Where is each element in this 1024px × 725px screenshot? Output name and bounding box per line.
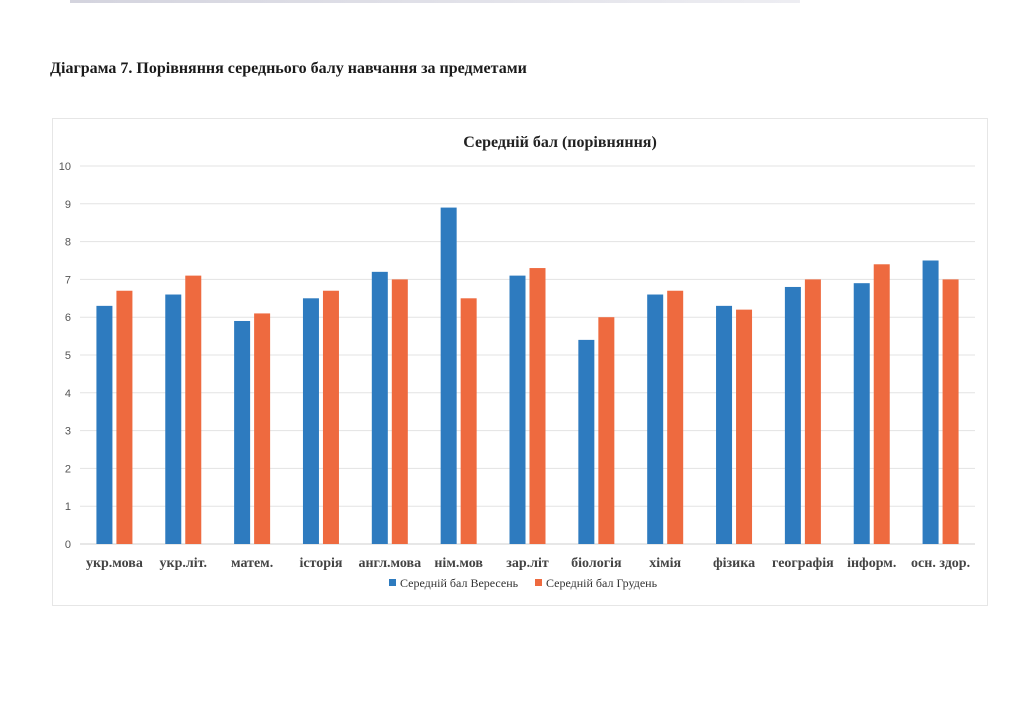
bar-december xyxy=(116,290,133,544)
bar-september xyxy=(234,320,251,544)
y-tick-label: 3 xyxy=(65,426,71,438)
x-tick-label: біологія xyxy=(571,556,622,571)
bar-september xyxy=(784,286,801,544)
y-tick-label: 1 xyxy=(65,501,71,513)
grid-layer xyxy=(80,165,975,545)
document-title: Діаграма 7. Порівняння середнього балу н… xyxy=(50,60,527,77)
bar-september xyxy=(578,339,595,544)
y-tick-label: 5 xyxy=(65,350,71,362)
bar-september xyxy=(440,207,457,544)
bar-september xyxy=(853,283,870,544)
x-tick-label: англ.мова xyxy=(358,556,421,571)
x-tick-label: фізика xyxy=(713,556,755,571)
bar-september xyxy=(922,260,939,544)
x-tick-label: історія xyxy=(299,556,342,571)
x-tick-label: укр.мова xyxy=(86,556,143,571)
y-tick-label: 9 xyxy=(65,199,71,211)
chart-title: Середній бал (порівняння) xyxy=(463,134,657,151)
x-tick-label: інформ. xyxy=(847,556,896,571)
bar-september xyxy=(509,275,526,544)
x-tick-label: укр.літ. xyxy=(160,556,207,571)
bar-december xyxy=(873,264,890,544)
bar-september xyxy=(647,294,664,544)
bar-december xyxy=(254,313,271,544)
bar-december xyxy=(391,279,408,544)
chart-container: Середній бал (порівняння) 0 1 2 3 4 5 6 7 8 9 10 у… xyxy=(52,118,988,606)
bar-december xyxy=(667,290,684,544)
bar-september xyxy=(96,305,113,544)
bar-september xyxy=(165,294,182,544)
bar-chart: Середній бал (порівняння) 0 1 2 3 4 5 6 7 8 9 10 у… xyxy=(59,134,975,590)
y-tick-label: 6 xyxy=(65,312,71,324)
x-tick-label: хімія xyxy=(649,556,681,571)
x-tick-label: осн. здор. xyxy=(911,556,970,571)
bar-december xyxy=(460,298,477,544)
y-axis-ticks: 0 1 2 3 4 5 6 7 8 9 10 xyxy=(59,161,71,551)
bar-december xyxy=(598,317,615,544)
bar-december xyxy=(322,290,339,544)
bar-september xyxy=(371,271,388,544)
x-tick-label: матем. xyxy=(231,556,273,571)
legend-swatch xyxy=(389,579,396,586)
y-tick-label: 2 xyxy=(65,463,71,475)
y-tick-label: 0 xyxy=(65,539,71,551)
bar-december xyxy=(804,279,821,544)
y-tick-label: 8 xyxy=(65,237,71,249)
bar-september xyxy=(716,305,733,544)
y-tick-label: 4 xyxy=(65,388,71,400)
y-tick-label: 10 xyxy=(59,161,71,173)
y-tick-label: 7 xyxy=(65,274,71,286)
bar-december xyxy=(185,275,202,544)
bars-layer xyxy=(96,207,959,544)
scan-top-edge xyxy=(70,0,800,3)
legend-swatch xyxy=(535,579,542,586)
x-tick-label: географія xyxy=(772,556,834,571)
x-axis-ticks: укр.мова укр.літ. матем. історія англ.мова ні… xyxy=(86,556,970,571)
bar-december xyxy=(736,309,753,544)
bar-december xyxy=(529,268,546,544)
x-tick-label: зар.літ xyxy=(506,556,549,571)
bar-september xyxy=(302,298,319,544)
bar-december xyxy=(942,279,959,544)
x-tick-label: нім.мов xyxy=(434,556,483,571)
legend-label: Середній бал Грудень xyxy=(546,576,658,590)
legend-label: Середній бал Вересень xyxy=(400,576,519,590)
legend: Середній бал Вересень Середній бал Груден… xyxy=(389,576,658,590)
